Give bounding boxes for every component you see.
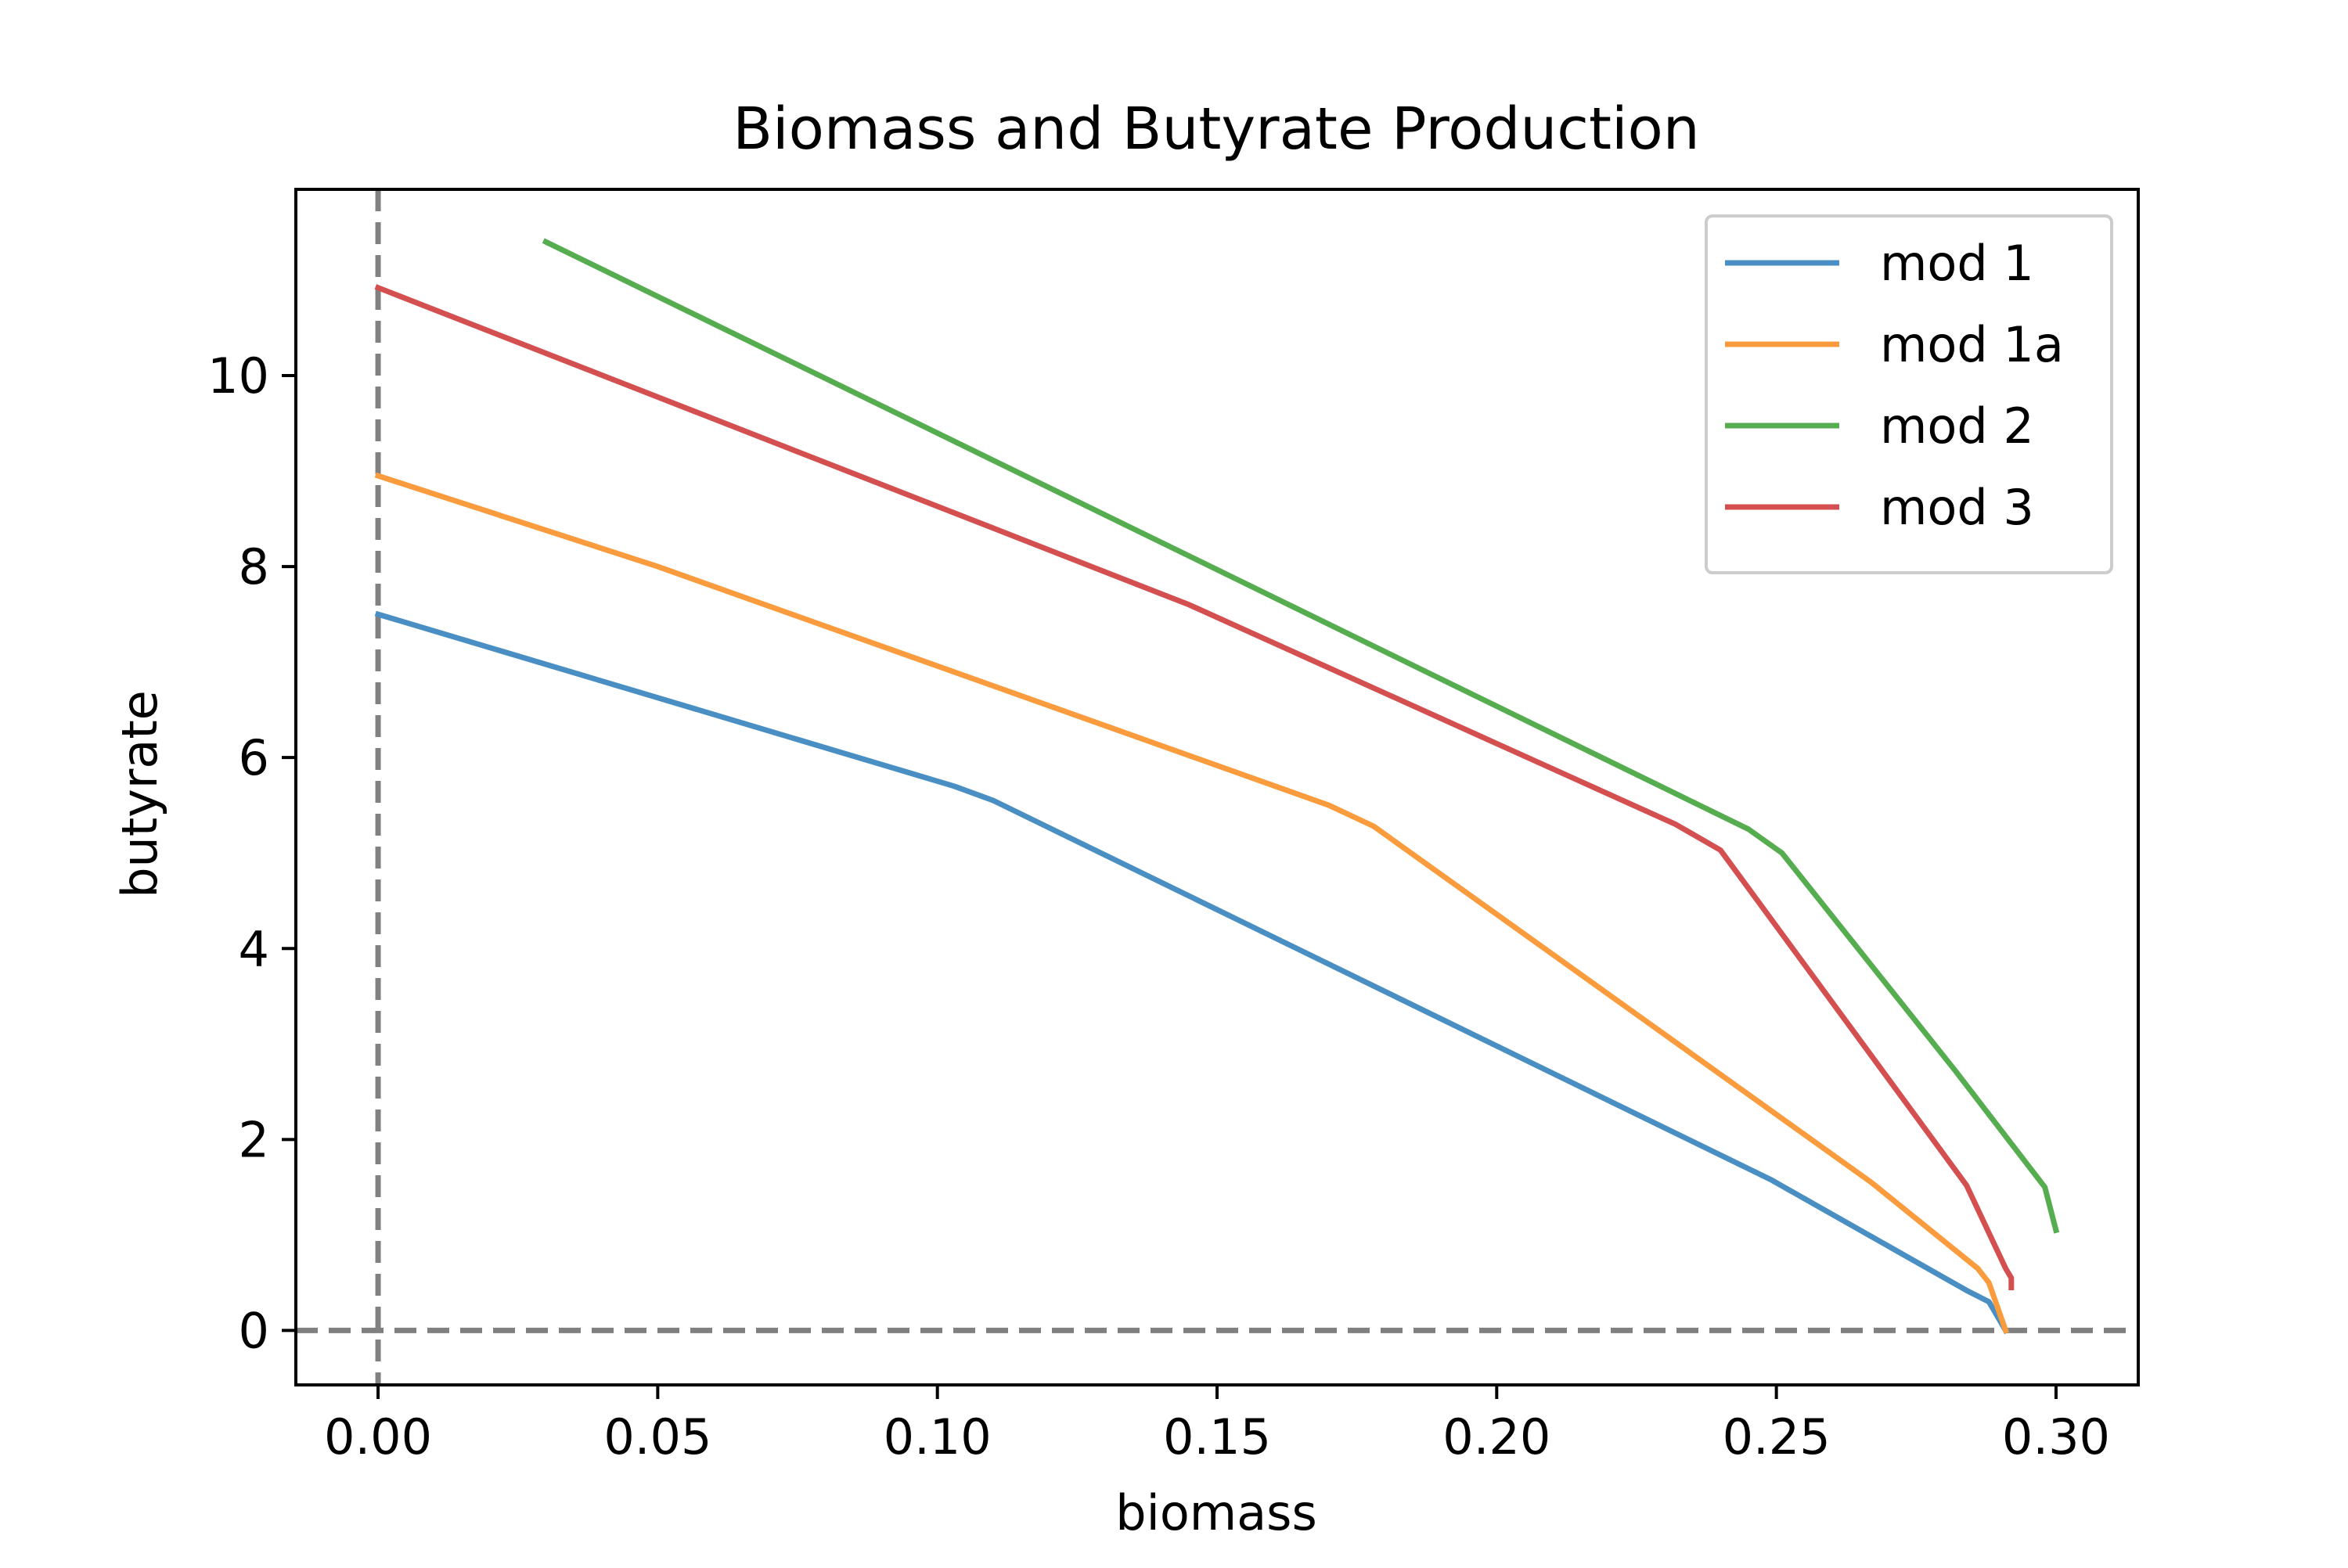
- y-axis-label: butyrate: [111, 690, 168, 898]
- series-line-mod-3: [374, 284, 2015, 1290]
- series-line-mod-1: [374, 610, 2010, 1335]
- plot-area: 0.00 0.05 0.10 0.15 0.20 0.25 0.30 0 2 4 6 8 10 mod 1…: [207, 188, 2140, 1466]
- x-tick-label: 0.05: [603, 1408, 711, 1466]
- chart-title: Biomass and Butyrate Production: [733, 95, 1699, 163]
- x-tick-label: 0.10: [884, 1408, 992, 1466]
- y-tick-label: 2: [239, 1111, 269, 1168]
- series-line-mod-2: [542, 238, 2060, 1234]
- x-tick-label: 0.25: [1723, 1408, 1831, 1466]
- legend-label: mod 1: [1880, 235, 2034, 292]
- legend-label: mod 2: [1880, 397, 2034, 455]
- y-tick-label: 0: [239, 1302, 269, 1359]
- legend-label: mod 3: [1880, 479, 2034, 536]
- x-tick-label: 0.15: [1163, 1408, 1271, 1466]
- series-line-mod-1a: [374, 472, 2010, 1334]
- legend-box: [1705, 214, 2113, 574]
- y-tick-label: 6: [239, 729, 269, 786]
- y-tick-label: 4: [239, 920, 269, 977]
- x-axis-label: biomass: [1115, 1484, 1317, 1541]
- x-tick-label: 0.20: [1442, 1408, 1550, 1466]
- x-tick-label: 0.30: [2002, 1408, 2110, 1466]
- y-tick-label: 8: [239, 538, 269, 595]
- x-tick-label: 0.00: [324, 1408, 432, 1466]
- legend-label: mod 1a: [1880, 316, 2064, 373]
- y-tick-label: 10: [207, 347, 269, 405]
